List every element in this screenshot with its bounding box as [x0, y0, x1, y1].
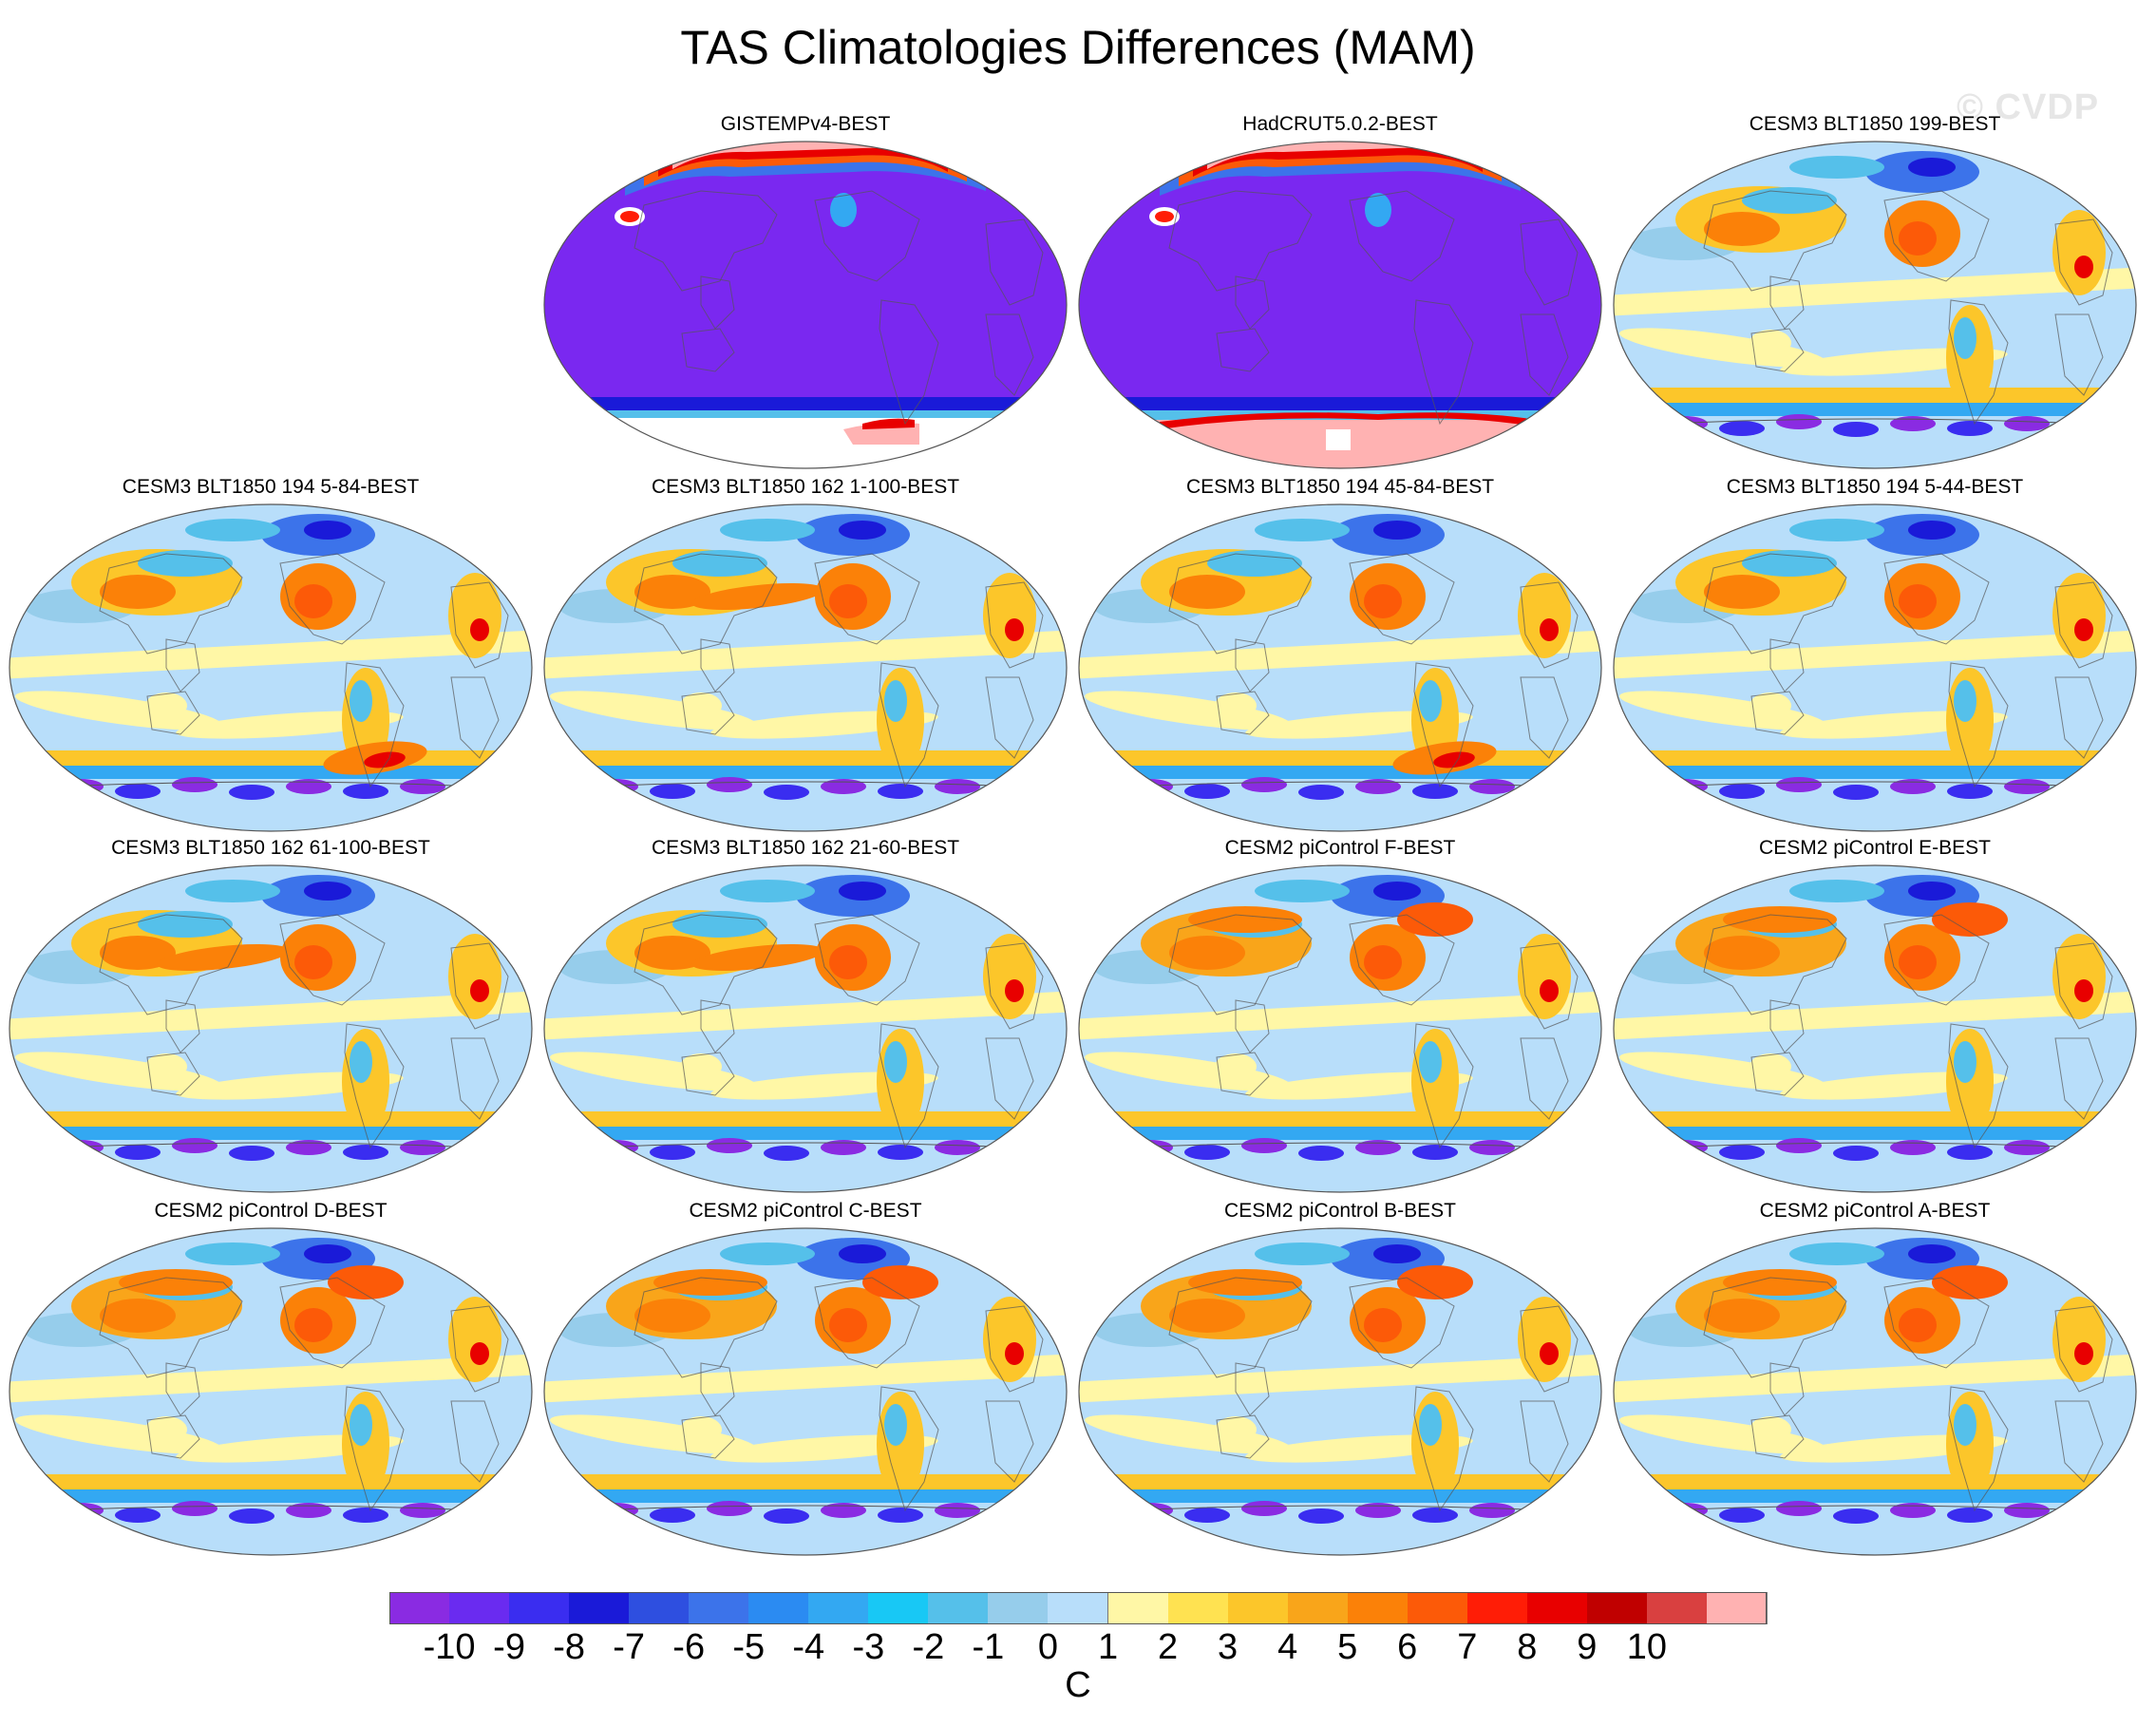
map-panel: CESM3 BLT1850 162 61-100-BEST [5, 836, 537, 1197]
panel-title: CESM3 BLT1850 162 21-60-BEST [651, 837, 960, 859]
map-panel: CESM3 BLT1850 199-BEST [1609, 112, 2141, 473]
robinson-map [1613, 503, 2137, 832]
map-panel: CESM3 BLT1850 194 5-84-BEST [5, 475, 537, 836]
colorbar-cell [1706, 1592, 1768, 1624]
map-panel: CESM2 piControl A-BEST [1609, 1199, 2141, 1560]
colorbar-tick-label: 10 [1626, 1627, 1668, 1667]
colorbar-tick-label: -1 [972, 1627, 1005, 1667]
colorbar-tick-label: -2 [912, 1627, 945, 1667]
colorbar-cell [569, 1592, 631, 1624]
colorbar-units-label: C [1065, 1665, 1091, 1705]
colorbar-tick-label: -6 [672, 1627, 706, 1667]
colorbar-tick-label: -8 [553, 1627, 586, 1667]
colorbar-tick-label: 0 [1037, 1627, 1059, 1667]
colorbar-tick-label: -3 [852, 1627, 885, 1667]
colorbar-tick-label: -7 [613, 1627, 646, 1667]
panel-title: HadCRUT5.0.2-BEST [1242, 113, 1438, 135]
map-panel: GISTEMPv4-BEST [539, 112, 1071, 473]
colorbar-cell [1227, 1592, 1289, 1624]
colorbar-tick-label: -9 [493, 1627, 525, 1667]
panel-title: CESM3 BLT1850 199-BEST [1749, 113, 2001, 135]
panel-title: CESM2 piControl D-BEST [154, 1200, 388, 1222]
panel-title: CESM3 BLT1850 194 5-44-BEST [1726, 476, 2024, 498]
map-panel: CESM3 BLT1850 194 5-44-BEST [1609, 475, 2141, 836]
robinson-map [1078, 864, 1602, 1193]
colorbar-cell [449, 1592, 511, 1624]
robinson-map [543, 864, 1068, 1193]
colorbar-tick-label: -4 [792, 1627, 825, 1667]
colorbar-cell [1646, 1592, 1708, 1624]
cvdp-watermark: © CVDP [1957, 87, 2100, 127]
panel-title: CESM3 BLT1850 194 45-84-BEST [1185, 476, 1495, 498]
robinson-map [9, 503, 533, 832]
robinson-map [1613, 1227, 2137, 1556]
colorbar-tick-label: 9 [1577, 1627, 1598, 1667]
colorbar-cell [389, 1592, 450, 1624]
colorbar-cell [1048, 1592, 1109, 1624]
figure-title: TAS Climatologies Differences (MAM) [680, 21, 1476, 74]
colorbar-tick-label: -5 [732, 1627, 766, 1667]
colorbar-tick-label: 3 [1218, 1627, 1239, 1667]
colorbar-cell [629, 1592, 690, 1624]
panel-title: GISTEMPv4-BEST [720, 113, 891, 135]
robinson-map [1613, 864, 2137, 1193]
colorbar-cell [509, 1592, 571, 1624]
robinson-map [543, 141, 1068, 469]
colorbar-cell [1407, 1592, 1468, 1624]
colorbar-cell [808, 1592, 870, 1624]
map-panel: CESM2 piControl B-BEST [1074, 1199, 1606, 1560]
robinson-map [9, 864, 533, 1193]
colorbar-cell [928, 1592, 990, 1624]
panel-title: CESM3 BLT1850 162 61-100-BEST [111, 837, 430, 859]
colorbar-tick-label: 2 [1157, 1627, 1179, 1667]
robinson-map [543, 503, 1068, 832]
colorbar-tick-label: 4 [1277, 1627, 1298, 1667]
map-panel: CESM2 piControl C-BEST [539, 1199, 1071, 1560]
map-panel: CESM3 BLT1850 194 45-84-BEST [1074, 475, 1606, 836]
colorbar-cell [689, 1592, 750, 1624]
colorbar-cell [1107, 1592, 1169, 1624]
map-panel: CESM2 piControl F-BEST [1074, 836, 1606, 1197]
colorbar-tick-label: 8 [1517, 1627, 1538, 1667]
panel-title: CESM2 piControl E-BEST [1759, 837, 1991, 859]
robinson-map [1078, 141, 1602, 469]
robinson-map [1613, 141, 2137, 469]
panel-title: CESM2 piControl B-BEST [1224, 1200, 1456, 1222]
colorbar [389, 1592, 1768, 1624]
colorbar-tick-label: -10 [423, 1627, 476, 1667]
map-panel: CESM2 piControl D-BEST [5, 1199, 537, 1560]
colorbar-tick-label: 5 [1337, 1627, 1358, 1667]
robinson-map [543, 1227, 1068, 1556]
colorbar-cell [1347, 1592, 1409, 1624]
panel-title: CESM3 BLT1850 162 1-100-BEST [651, 476, 960, 498]
map-panel: HadCRUT5.0.2-BEST [1074, 112, 1606, 473]
colorbar-cell [748, 1592, 810, 1624]
panel-title: CESM2 piControl A-BEST [1759, 1200, 1991, 1222]
colorbar-cell [868, 1592, 930, 1624]
panel-title: CESM2 piControl F-BEST [1224, 837, 1456, 859]
robinson-map [1078, 503, 1602, 832]
colorbar-tick-label: 6 [1397, 1627, 1418, 1667]
map-panel: CESM2 piControl E-BEST [1609, 836, 2141, 1197]
colorbar-tick-label: 1 [1097, 1627, 1119, 1667]
colorbar-cell [1466, 1592, 1528, 1624]
colorbar-cell [1167, 1592, 1229, 1624]
map-panel: CESM3 BLT1850 162 21-60-BEST [539, 836, 1071, 1197]
colorbar-tick-label: 7 [1457, 1627, 1478, 1667]
colorbar-cell [1586, 1592, 1648, 1624]
map-panel: CESM3 BLT1850 162 1-100-BEST [539, 475, 1071, 836]
robinson-map [9, 1227, 533, 1556]
robinson-map [1078, 1227, 1602, 1556]
panel-title: CESM2 piControl C-BEST [689, 1200, 922, 1222]
colorbar-cell [988, 1592, 1050, 1624]
panel-title: CESM3 BLT1850 194 5-84-BEST [122, 476, 420, 498]
colorbar-cell [1526, 1592, 1588, 1624]
colorbar-cell [1287, 1592, 1349, 1624]
